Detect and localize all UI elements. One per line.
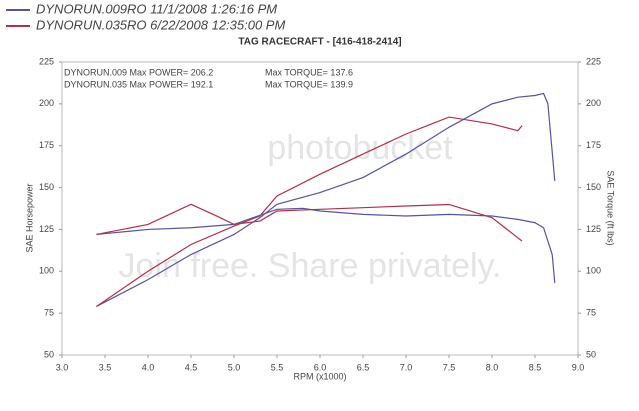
- y-tick-label: 200: [39, 98, 54, 108]
- x-tick-label: 3.0: [56, 362, 69, 372]
- y2-tick-label: 200: [586, 98, 601, 108]
- x-tick-label: 8.0: [486, 362, 499, 372]
- annotation: DYNORUN.035 Max POWER= 192.1: [64, 79, 213, 89]
- plot-frame: [61, 61, 579, 356]
- data-line: [96, 207, 556, 284]
- y-tick-label: 75: [44, 308, 54, 318]
- y-tick-label: 125: [39, 224, 54, 234]
- x-tick-label: 5.0: [228, 362, 241, 372]
- y2-tick-label: 100: [586, 266, 601, 276]
- y-tick-label: 225: [39, 56, 54, 66]
- y-tick-label: 50: [44, 349, 54, 359]
- x-tick-label: 9.0: [572, 362, 585, 372]
- data-line: [96, 92, 556, 307]
- x-axis-label: RPM (x1000): [293, 371, 346, 381]
- x-tick-label: 3.5: [99, 362, 112, 372]
- y-tick-label: 100: [39, 266, 54, 276]
- y2-tick-label: 225: [586, 56, 601, 66]
- x-tick-label: 8.5: [529, 362, 542, 372]
- x-tick-label: 5.5: [271, 362, 284, 372]
- y-tick-label: 175: [39, 140, 54, 150]
- annotation: DYNORUN.009 Max POWER= 206.2: [64, 67, 213, 77]
- watermark: photobucket: [267, 129, 453, 167]
- y2-axis-label: SAE Torque (ft lbs): [606, 170, 616, 245]
- watermark: Join free. Share privately.: [119, 247, 502, 285]
- chart-title: TAG RACECRAFT - [416-418-2414]: [238, 37, 401, 48]
- annotation: Max TORQUE= 139.9: [265, 79, 353, 89]
- annotation: Max TORQUE= 137.6: [265, 67, 353, 77]
- data-line: [96, 203, 523, 242]
- x-tick-label: 6.5: [357, 362, 370, 372]
- y-axis-label: SAE Horsepower: [24, 183, 34, 252]
- y2-tick-label: 150: [586, 182, 601, 192]
- legend-label: DYNORUN.009RO 11/1/2008 1:26:16 PM: [36, 1, 277, 16]
- y2-tick-label: 175: [586, 140, 601, 150]
- x-tick-label: 6.0: [314, 362, 327, 372]
- y-tick-label: 150: [39, 182, 54, 192]
- y2-tick-label: 50: [586, 349, 596, 359]
- data-line: [96, 116, 523, 307]
- y2-tick-label: 75: [586, 308, 596, 318]
- x-tick-label: 7.0: [400, 362, 413, 372]
- y2-tick-label: 125: [586, 224, 601, 234]
- x-tick-label: 4.0: [142, 362, 155, 372]
- x-tick-label: 4.5: [185, 362, 198, 372]
- x-tick-label: 7.5: [443, 362, 456, 372]
- legend-label: DYNORUN.035RO 6/22/2008 12:35:00 PM: [36, 17, 285, 32]
